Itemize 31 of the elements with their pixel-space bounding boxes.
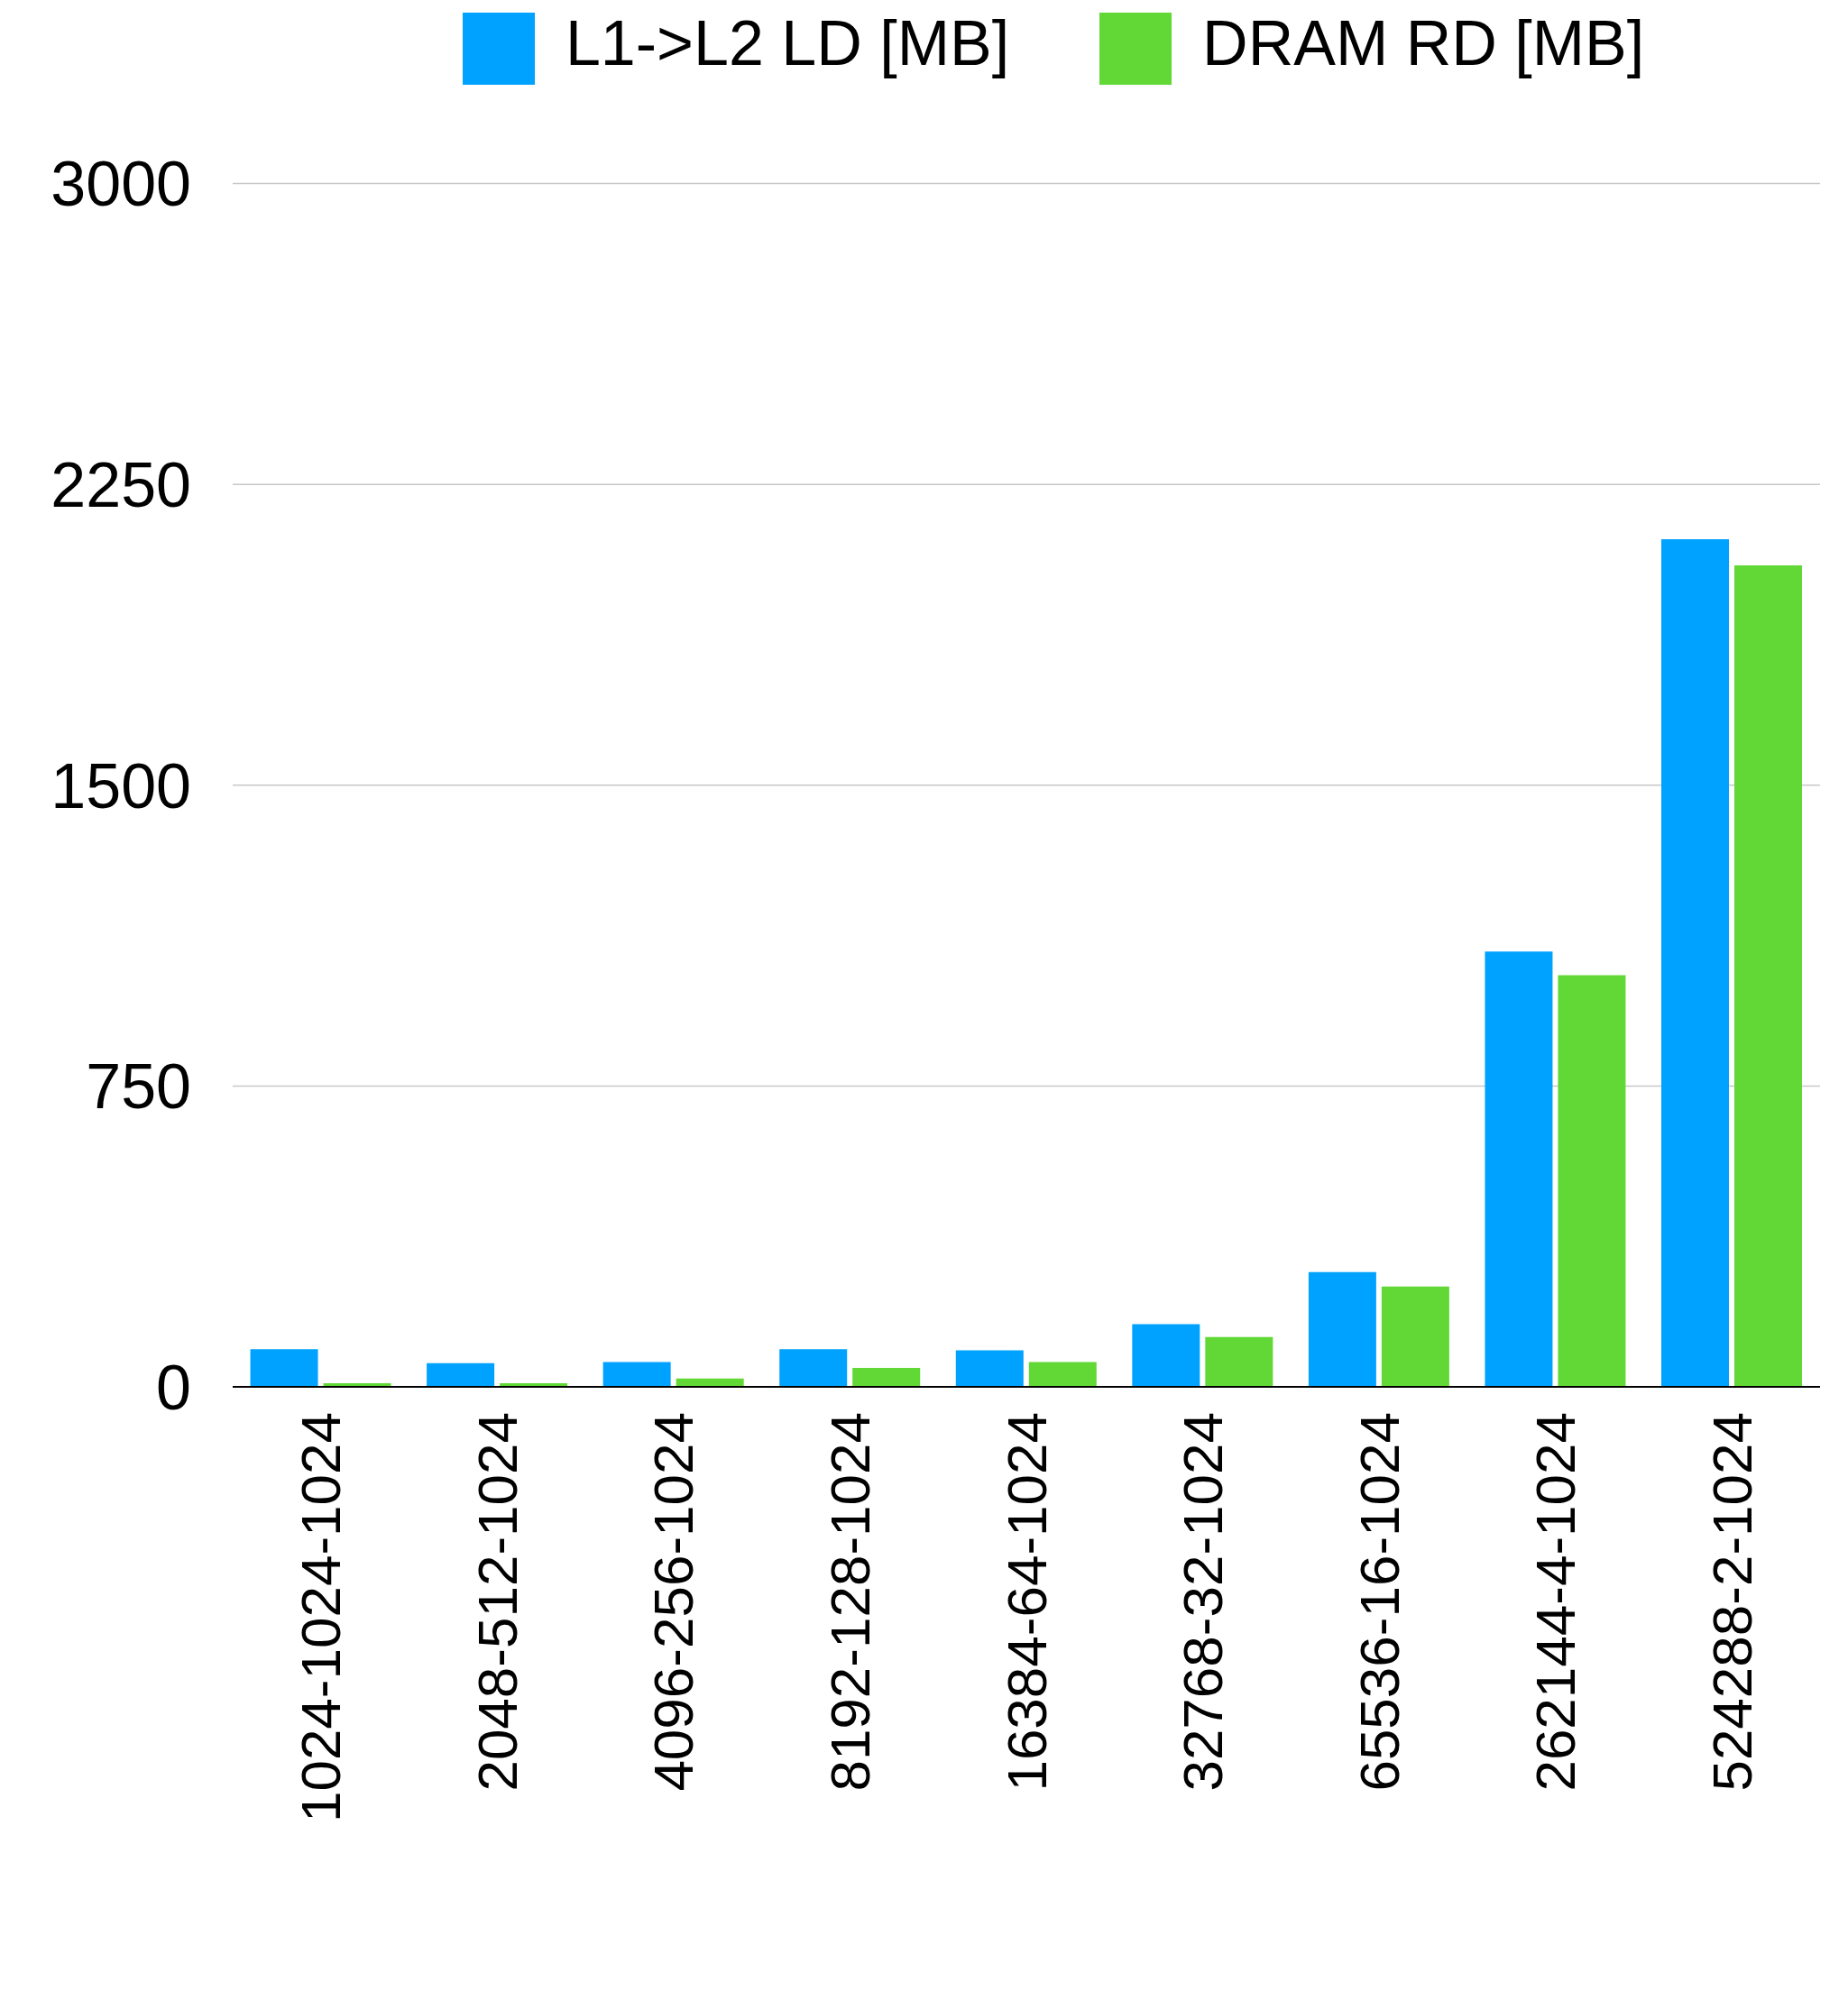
y-tick-label: 2250 <box>51 449 191 520</box>
bar <box>602 1362 671 1387</box>
x-tick-label: 16384-64-1024 <box>995 1412 1058 1792</box>
bar <box>1558 975 1626 1387</box>
x-tick-label: 4096-256-1024 <box>642 1412 705 1792</box>
bar <box>427 1362 495 1387</box>
bar <box>1308 1271 1376 1387</box>
bar <box>1381 1286 1449 1387</box>
bar <box>779 1349 848 1387</box>
bar <box>955 1350 1024 1387</box>
bar <box>1734 564 1802 1387</box>
bar <box>852 1368 921 1387</box>
x-tick-label: 32768-32-1024 <box>1172 1412 1235 1792</box>
bar <box>1205 1336 1273 1387</box>
x-tick-label: 65536-16-1024 <box>1347 1412 1411 1792</box>
y-tick-label: 1500 <box>51 750 191 821</box>
legend-label: DRAM RD [MB] <box>1202 8 1645 78</box>
bar <box>1028 1362 1097 1387</box>
x-tick-label: 8192-128-1024 <box>818 1412 881 1792</box>
legend-label: L1->L2 LD [MB] <box>565 8 1010 78</box>
y-tick-label: 0 <box>156 1352 191 1423</box>
x-tick-label: 524288-2-1024 <box>1700 1412 1763 1792</box>
bar <box>1132 1324 1200 1387</box>
y-tick-label: 750 <box>86 1051 191 1123</box>
x-tick-label: 2048-512-1024 <box>465 1412 529 1792</box>
y-tick-label: 3000 <box>51 149 191 220</box>
x-tick-label: 262144-4-1024 <box>1524 1412 1587 1792</box>
bar <box>250 1349 318 1387</box>
bar <box>1485 951 1553 1387</box>
bar <box>1661 539 1729 1387</box>
x-tick-label: 1024-1024-1024 <box>290 1412 353 1823</box>
